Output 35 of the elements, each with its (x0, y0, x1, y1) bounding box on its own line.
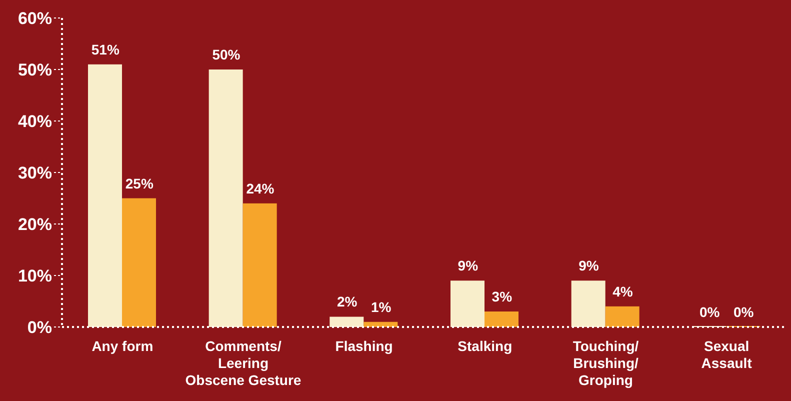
bar (122, 198, 156, 327)
data-label: 4% (612, 283, 634, 300)
x-tick-label: Flashing (335, 338, 393, 354)
data-label: 9% (578, 258, 600, 274)
x-tick-label: Touching/ Brushing/ Groping (572, 338, 639, 388)
x-tick-label: Comments/ Leering Obscene Gesture (185, 338, 302, 388)
bar (364, 322, 398, 327)
y-tick-label: 10% (18, 266, 52, 286)
x-tick-label: Sexual Assault (701, 338, 752, 371)
data-label: 1% (370, 298, 392, 315)
data-label: 51% (91, 41, 120, 58)
y-tick-label: 30% (18, 164, 52, 183)
bar (242, 203, 277, 327)
data-label: 0% (699, 304, 720, 320)
bar (450, 280, 484, 327)
data-label: 0% (733, 304, 754, 320)
y-tick-label: 20% (18, 215, 52, 234)
x-tick-label: Any form (92, 338, 154, 354)
x-tick-label: Stalking (458, 338, 512, 354)
y-tick-label: 40% (18, 112, 52, 132)
bar (484, 312, 518, 327)
y-tick-label: 60% (18, 9, 52, 28)
bar (88, 64, 122, 327)
data-label: 2% (336, 294, 358, 310)
data-label: 25% (125, 175, 154, 192)
y-tick-label: 50% (18, 60, 52, 80)
data-label: 24% (246, 180, 275, 196)
bar (605, 306, 640, 327)
bar (330, 316, 364, 327)
data-label: 50% (212, 46, 241, 62)
data-label: 3% (492, 288, 513, 305)
bar (571, 280, 606, 327)
bar (208, 70, 243, 327)
y-tick-label: 0% (27, 318, 52, 338)
data-label: 9% (458, 258, 479, 274)
